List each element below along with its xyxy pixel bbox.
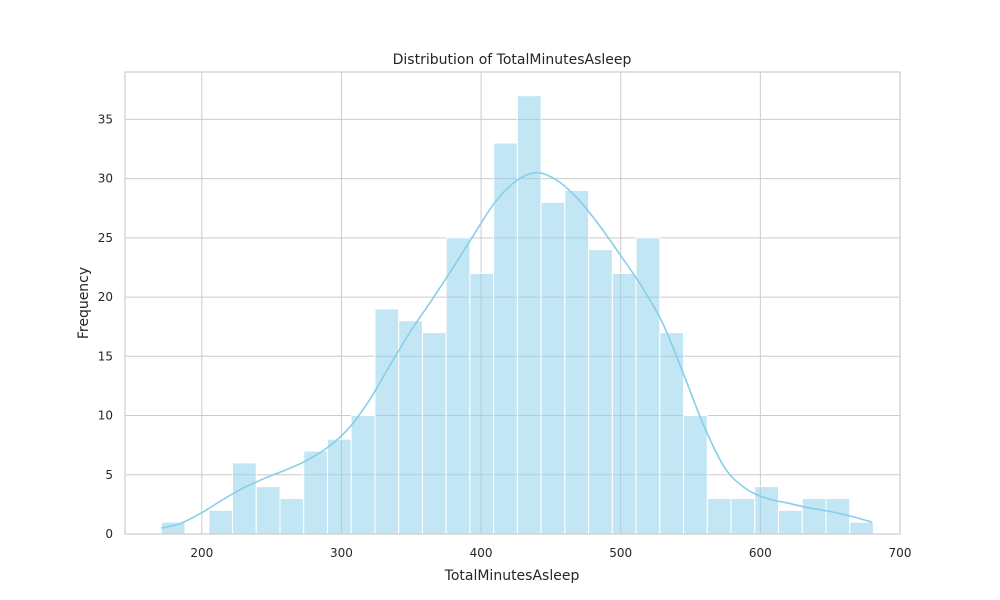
- histogram-bar: [493, 142, 518, 535]
- y-tick-label: 20: [98, 290, 113, 304]
- histogram-bar: [421, 332, 447, 535]
- histogram-bar: [445, 237, 471, 535]
- histogram-bar: [825, 497, 851, 535]
- y-tick-label: 5: [105, 468, 113, 482]
- histogram-bar: [730, 497, 756, 535]
- histogram-bar: [398, 320, 423, 535]
- x-tick-label: 200: [190, 546, 213, 560]
- x-axis-label: TotalMinutesAsleep: [444, 568, 580, 584]
- chart-title: Distribution of TotalMinutesAsleep: [393, 52, 632, 68]
- histogram-bar: [208, 509, 234, 535]
- x-tick-label: 600: [749, 546, 772, 560]
- kde-line: [161, 171, 873, 529]
- y-tick-label: 0: [105, 527, 113, 541]
- histogram-bar: [849, 521, 874, 535]
- histogram-bar: [303, 450, 328, 535]
- x-tick-label: 700: [889, 546, 912, 560]
- x-tick-label: 300: [330, 546, 353, 560]
- histogram-bar: [564, 189, 590, 535]
- y-tick-label: 15: [98, 349, 113, 363]
- histogram-bar: [232, 462, 257, 535]
- y-tick-label: 35: [98, 112, 113, 126]
- histogram-bar: [326, 438, 352, 535]
- histogram-bar: [611, 272, 637, 535]
- histogram-bar: [469, 272, 495, 535]
- y-tick-label: 25: [98, 231, 113, 245]
- kde-layer: [161, 171, 873, 529]
- histogram-bar: [778, 509, 803, 535]
- histogram-bar: [540, 201, 566, 535]
- histogram-bar: [516, 95, 542, 535]
- y-tick-label: 30: [98, 172, 113, 186]
- x-tick-label: 500: [609, 546, 632, 560]
- plot-frame: [124, 71, 901, 535]
- x-tick-labels: 200 300 400 500 600 700: [190, 546, 911, 560]
- histogram-bar: [801, 497, 827, 535]
- histogram-bar: [659, 332, 685, 535]
- histogram-bar: [279, 497, 305, 535]
- bars-layer: [160, 95, 874, 535]
- histogram-bar: [706, 497, 732, 535]
- histogram-bar: [683, 415, 708, 535]
- y-axis-label: Frequency: [76, 267, 92, 339]
- y-tick-labels: 0 5 10 15 20 25 30 35: [98, 112, 113, 541]
- histogram-bar: [588, 249, 613, 535]
- histogram-bar: [374, 308, 400, 535]
- histogram-bar: [350, 415, 376, 535]
- histogram-bar: [255, 486, 281, 535]
- x-tick-label: 400: [470, 546, 493, 560]
- y-tick-label: 10: [98, 409, 113, 423]
- histogram-bar: [754, 486, 780, 535]
